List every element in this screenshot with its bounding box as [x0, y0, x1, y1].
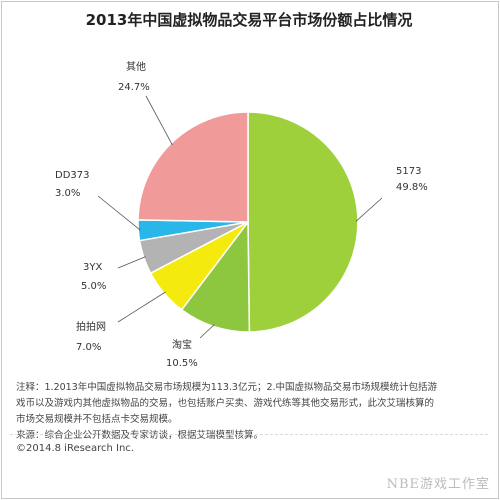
leader-line-paipai — [117, 291, 166, 323]
note-line-2: 戏币以及游戏内其他虚拟物品的交易，也包括账户买卖、游戏代练等其他交易形式，此次艾… — [16, 398, 435, 409]
chart-notes: 注释：1.2013年中国虚拟物品交易市场规模为113.3亿元；2.中国虚拟物品交… — [16, 380, 486, 444]
slice-value-paipai: 7.0% — [76, 342, 101, 353]
pie-chart: 5173 49.8% 淘宝 10.5% 拍拍网 7.0% 3YX 5.0% DD373 3.0% 其… — [55, 60, 428, 369]
slice-label-5173: 5173 — [396, 166, 421, 177]
leader-line-5173 — [355, 197, 383, 222]
chart-title: 2013年中国虚拟物品交易平台市场份额占比情况 — [85, 11, 413, 29]
pie-slice-taobao — [180, 219, 251, 333]
note-line-3: 市场交易规模并不包括点卡交易规模。 — [16, 414, 178, 425]
watermark: NBE游戏工作室 — [386, 477, 490, 492]
leader-line-3yx — [117, 256, 146, 269]
slice-value-5173: 49.8% — [396, 182, 428, 193]
leader-line-other — [145, 95, 173, 146]
leader-line-dd373 — [97, 195, 141, 231]
pie-slice-other — [137, 111, 249, 223]
slice-label-dd373: DD373 — [55, 170, 90, 181]
slice-value-3yx: 5.0% — [81, 281, 106, 292]
leader-line-taobao — [199, 324, 215, 339]
slice-label-paipai: 拍拍网 — [76, 320, 106, 333]
slice-label-taobao: 淘宝 — [172, 338, 192, 351]
pie-slice-5173 — [247, 111, 359, 333]
slice-value-taobao: 10.5% — [166, 358, 198, 369]
note-line-1: 注释：1.2013年中国虚拟物品交易市场规模为113.3亿元；2.中国虚拟物品交… — [16, 382, 438, 393]
slice-value-other: 24.7% — [118, 82, 150, 93]
slice-label-other: 其他 — [126, 60, 146, 73]
divider — [10, 434, 488, 435]
copyright-text: ©2014.8 iResearch Inc. — [16, 443, 134, 454]
slice-value-dd373: 3.0% — [55, 188, 80, 199]
slice-label-3yx: 3YX — [83, 262, 102, 273]
note-source: 来源：综合企业公开数据及专家访谈，根据艾瑞模型核算。 — [16, 430, 264, 441]
